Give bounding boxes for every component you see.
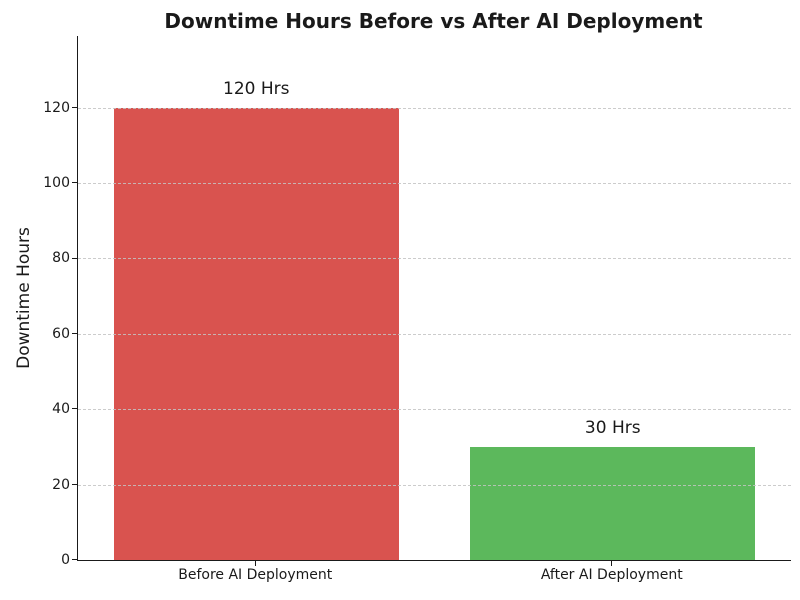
bar-value-label-after-ai-deployment: 30 Hrs: [584, 417, 641, 438]
y-tick-label-60: 60: [52, 325, 70, 342]
y-tick-mark-20: [72, 483, 77, 485]
y-tick-label-100: 100: [43, 175, 70, 192]
bar-after-ai-deployment: [470, 446, 756, 560]
x-tick-label-before-ai-deployment: Before AI Deployment: [178, 567, 333, 583]
y-tick-label-20: 20: [52, 476, 70, 493]
y-tick-label-40: 40: [52, 401, 70, 418]
y-tick-label-80: 80: [52, 250, 70, 267]
gridline-40: [78, 409, 791, 411]
x-tick-mark-after-ai-deployment: [611, 561, 612, 566]
y-tick-mark-60: [72, 333, 77, 335]
bar-value-label-before-ai-deployment: 120 Hrs: [223, 78, 290, 99]
y-tick-mark-120: [72, 106, 77, 108]
gridline-120: [78, 107, 791, 109]
gridline-20: [78, 484, 791, 486]
y-tick-mark-40: [72, 408, 77, 410]
plot-area: 120 Hrs 30 Hrs: [77, 36, 791, 561]
y-tick-label-120: 120: [43, 99, 70, 116]
x-tick-mark-before-ai-deployment: [254, 561, 256, 566]
y-axis-label: Downtime Hours: [14, 227, 34, 369]
y-tick-mark-100: [72, 182, 77, 184]
gridline-60: [78, 333, 791, 335]
y-tick-label-0: 0: [61, 552, 70, 568]
x-tick-label-after-ai-deployment: After AI Deployment: [540, 567, 683, 583]
y-tick-mark-80: [72, 257, 77, 259]
chart-title: Downtime Hours Before vs After AI Deploy…: [164, 9, 703, 33]
y-tick-mark-0: [72, 559, 77, 561]
gridline-100: [78, 183, 791, 185]
gridline-80: [78, 258, 791, 260]
